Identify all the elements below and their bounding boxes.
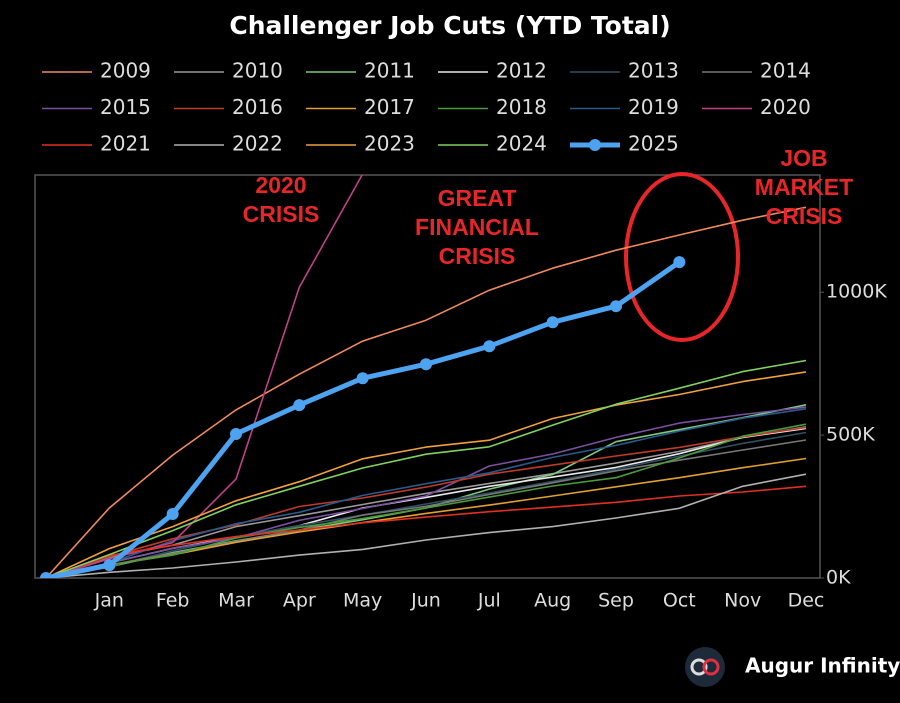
- x-tick-label: Dec: [788, 590, 825, 612]
- series-marker: [673, 256, 686, 269]
- series-line: [45, 175, 364, 578]
- x-tick-label: Mar: [218, 590, 254, 612]
- series-marker: [293, 399, 306, 412]
- series-marker: [230, 427, 242, 440]
- x-tick-label: Aug: [534, 590, 571, 612]
- legend-label: 2021: [100, 132, 151, 156]
- series-marker: [166, 507, 179, 520]
- legend-label: 2009: [100, 59, 151, 83]
- series-line: [45, 406, 807, 578]
- series-marker: [40, 572, 52, 578]
- highlight-circle: [624, 172, 740, 342]
- y-tick-label: 500K: [826, 424, 875, 446]
- legend-label: 2018: [496, 95, 547, 119]
- series-line: [45, 473, 807, 578]
- series-marker: [420, 358, 432, 371]
- legend-label: 2022: [232, 132, 283, 156]
- brand: Augur Infinity: [745, 654, 900, 678]
- legend-label: 2025: [628, 132, 679, 156]
- annotation: CRISIS: [766, 203, 843, 229]
- series-line: [45, 423, 807, 578]
- brand-logo: [685, 647, 725, 687]
- legend-label: 2011: [364, 59, 415, 83]
- series-line: [45, 431, 807, 578]
- legend-label: 2010: [232, 59, 283, 83]
- legend-label: 2013: [628, 59, 679, 83]
- x-tick-label: Nov: [724, 590, 761, 612]
- annotation: GREAT: [438, 185, 517, 211]
- legend-label: 2014: [760, 59, 811, 83]
- legend-label: 2012: [496, 59, 547, 83]
- chart-title: Challenger Job Cuts (YTD Total): [229, 11, 670, 40]
- series-line: [45, 359, 807, 578]
- series-line: [45, 206, 807, 578]
- x-tick-label: Jul: [477, 590, 501, 612]
- legend-label: 2019: [628, 95, 679, 119]
- x-tick-label: Jun: [410, 590, 441, 612]
- series-marker: [610, 300, 622, 313]
- legend-marker: [589, 139, 601, 151]
- plot-area: [40, 175, 807, 578]
- annotation: MARKET: [755, 174, 853, 200]
- legend-label: 2017: [364, 95, 415, 119]
- legend-label: 2020: [760, 95, 811, 119]
- series-marker: [356, 372, 369, 385]
- x-tick-label: Oct: [663, 590, 696, 612]
- legend-label: 2024: [496, 132, 547, 156]
- annotation: 2020: [255, 172, 306, 198]
- series-line: [45, 439, 807, 578]
- annotation: CRISIS: [439, 243, 516, 269]
- x-tick-label: May: [343, 590, 382, 612]
- legend-label: 2016: [232, 95, 283, 119]
- plot-frame: [34, 174, 821, 579]
- series-line: [45, 371, 807, 578]
- annotation: CRISIS: [243, 201, 320, 227]
- series-marker: [483, 340, 496, 353]
- y-tick-label: 1000K: [826, 281, 887, 303]
- series-line: [45, 485, 807, 578]
- annotation: FINANCIAL: [415, 214, 539, 240]
- series-marker: [103, 559, 116, 572]
- x-tick-label: Feb: [156, 590, 190, 612]
- y-tick-label: 0K: [826, 567, 851, 589]
- series-line: [45, 408, 807, 578]
- x-tick-label: Sep: [598, 590, 634, 612]
- x-tick-label: Jan: [94, 590, 124, 612]
- annotation: JOB: [780, 145, 827, 171]
- series-marker: [546, 316, 559, 329]
- series-line: [45, 426, 807, 578]
- legend-label: 2015: [100, 95, 151, 119]
- x-tick-label: Apr: [283, 590, 316, 612]
- legend-label: 2023: [364, 132, 415, 156]
